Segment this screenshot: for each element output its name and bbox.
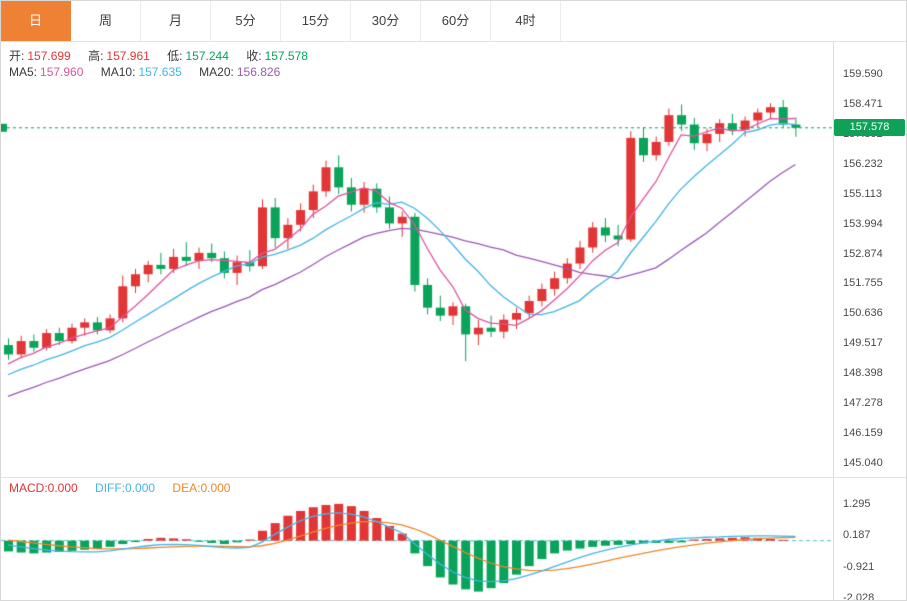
axis-tick: 152.874 — [843, 247, 883, 260]
tab-15min[interactable]: 15分 — [281, 1, 351, 41]
ma20-pair: MA20: 156.826 — [199, 65, 280, 79]
diff-value: 0.000 — [125, 481, 156, 495]
open-pair: 开: 157.699 — [9, 49, 71, 63]
axis-tick: 148.398 — [843, 367, 883, 380]
axis-tick: 153.994 — [843, 217, 883, 230]
axis-tick: 1.295 — [843, 498, 871, 510]
high-value: 157.961 — [106, 49, 150, 63]
axis-tick: 146.159 — [843, 427, 883, 440]
tab-month[interactable]: 月 — [141, 1, 211, 41]
open-label: 开: — [9, 49, 25, 63]
open-value: 157.699 — [27, 49, 71, 63]
axis-tick: 150.636 — [843, 307, 883, 320]
axis-tick: 147.278 — [843, 397, 883, 410]
diff-pair: DIFF:0.000 — [95, 481, 155, 495]
dea-value: 0.000 — [200, 481, 231, 495]
ma5-pair: MA5: 157.960 — [9, 65, 83, 79]
low-pair: 低: 157.244 — [167, 49, 229, 63]
main-chart-panel: 开: 157.699 高: 157.961 低: 157.244 收: 157.578 … — [1, 42, 906, 478]
high-label: 高: — [88, 49, 104, 63]
ohlc-info-bar: 开: 157.699 高: 157.961 低: 157.244 收: 157.578 — [9, 47, 322, 64]
price-axis: 159.590158.471157.352156.232155.113153.9… — [833, 42, 906, 477]
low-value: 157.244 — [185, 49, 229, 63]
ma5-value: 157.960 — [40, 65, 84, 79]
tab-5min[interactable]: 5分 — [211, 1, 281, 41]
ma5-label: MA5: — [9, 65, 38, 79]
tab-4hour[interactable]: 4时 — [491, 1, 561, 41]
tab-day[interactable]: 日 — [1, 1, 71, 41]
macd-info-bar: MACD:0.000 DIFF:0.000 DEA:0.000 — [9, 481, 244, 495]
axis-tick: 156.232 — [843, 157, 883, 170]
dea-label: DEA: — [172, 481, 201, 495]
axis-tick: -2.028 — [843, 592, 875, 601]
low-label: 低: — [167, 49, 183, 63]
dea-pair: DEA:0.000 — [172, 481, 230, 495]
axis-tick: 0.187 — [843, 529, 871, 542]
axis-tick: 151.755 — [843, 277, 883, 290]
timeframe-tabs: 日周月 5分 15分 30分 60分 4时 — [1, 1, 906, 42]
macd-value: 0.000 — [47, 481, 78, 495]
ma20-value: 156.826 — [236, 65, 281, 79]
tab-week[interactable]: 周 — [71, 1, 141, 41]
ma-info-bar: MA5: 157.960 MA10: 157.635 MA20: 156.826 — [9, 65, 294, 79]
macd-axis: 1.295 0.187 -0.921 -2.028 — [833, 478, 906, 600]
axis-tick: 149.517 — [843, 337, 883, 350]
tab-30min[interactable]: 30分 — [351, 1, 421, 41]
close-label: 收: — [246, 49, 262, 63]
macd-canvas[interactable] — [1, 478, 833, 600]
close-pair: 收: 157.578 — [246, 49, 308, 63]
axis-tick: 145.040 — [843, 456, 883, 469]
high-pair: 高: 157.961 — [88, 49, 150, 63]
axis-tick: 155.113 — [843, 187, 882, 200]
axis-tick: 158.471 — [843, 97, 883, 110]
axis-tick: -0.921 — [843, 560, 875, 573]
ma10-value: 157.635 — [138, 65, 182, 79]
macd-label: MACD: — [9, 481, 48, 495]
current-price-badge: 157.578 — [834, 119, 905, 136]
axis-tick: 159.590 — [843, 68, 883, 80]
candlestick-canvas[interactable] — [1, 42, 833, 477]
close-value: 157.578 — [264, 49, 308, 63]
ma20-label: MA20: — [199, 65, 234, 79]
macd-panel: MACD:0.000 DIFF:0.000 DEA:0.000 1.295 0.1… — [1, 478, 906, 600]
ma10-pair: MA10: 157.635 — [101, 65, 182, 79]
tab-60min[interactable]: 60分 — [421, 1, 491, 41]
macd-pair: MACD:0.000 — [9, 481, 78, 495]
diff-label: DIFF: — [95, 481, 126, 495]
ma10-label: MA10: — [100, 65, 136, 79]
